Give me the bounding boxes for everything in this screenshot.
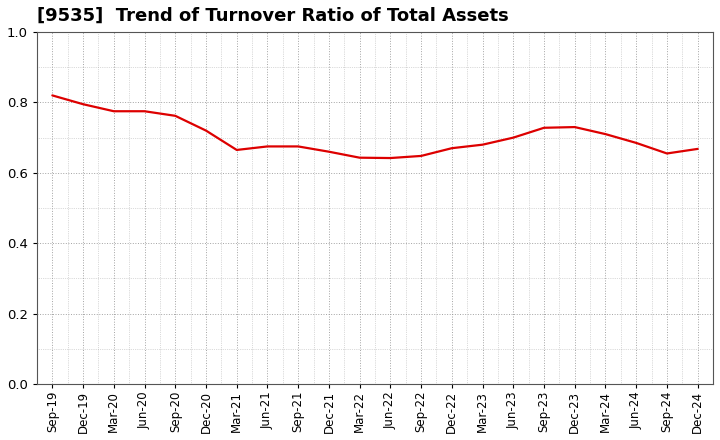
Text: [9535]  Trend of Turnover Ratio of Total Assets: [9535] Trend of Turnover Ratio of Total …: [37, 7, 509, 25]
